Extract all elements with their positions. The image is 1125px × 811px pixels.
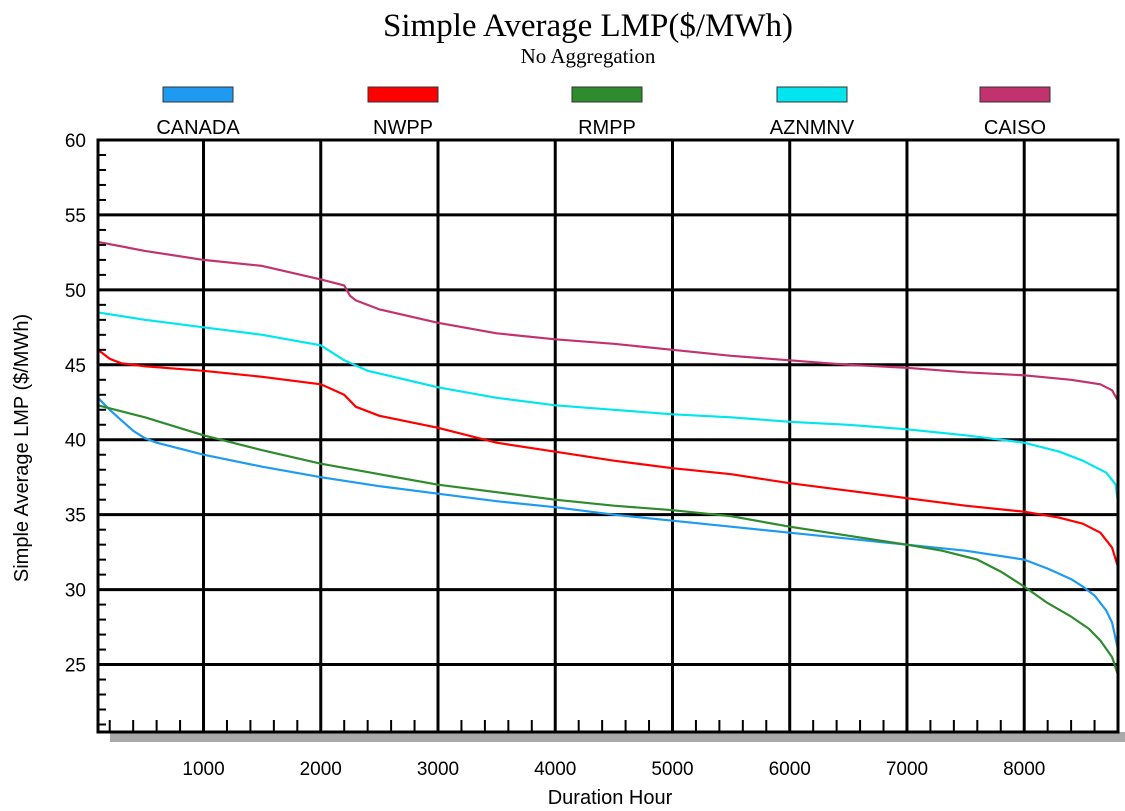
x-tick-label: 6000: [769, 759, 811, 780]
legend-label: AZNMNV: [770, 117, 855, 139]
x-tick-label: 8000: [1003, 759, 1045, 780]
legend-item-caiso: CAISO: [979, 86, 1051, 139]
series-line-caiso: [97, 240, 1119, 402]
series-line-rmpp: [97, 404, 1120, 676]
legend-label: NWPP: [373, 117, 433, 139]
x-tick-label: 7000: [886, 759, 928, 780]
series-line-aznmnv: [97, 311, 1120, 503]
x-tick-label: 4000: [534, 759, 576, 780]
plot-frame: [96, 138, 1120, 734]
x-tick-label: 2000: [300, 759, 342, 780]
legend-swatch: [571, 86, 643, 103]
legend-swatch: [162, 86, 234, 103]
x-axis-label: Duration Hour: [548, 787, 673, 809]
legend-swatch: [367, 86, 439, 103]
ticks: 25 30 35 40 45 50 55 60 1000 2000 3000 4000 5000 6000…: [65, 131, 1119, 780]
y-tick-label: 40: [65, 431, 86, 452]
y-tick-label: 50: [65, 281, 86, 302]
series-line-canada: [97, 397, 1120, 650]
y-tick-label: 45: [65, 356, 86, 377]
legend-label: CAISO: [984, 117, 1046, 139]
axes: [96, 138, 1120, 734]
legend-label: CANADA: [156, 117, 240, 139]
plot-shadow-bottom: [110, 732, 1125, 742]
legend-swatch: [776, 86, 848, 103]
y-tick-label: 55: [65, 206, 86, 227]
x-tick-label: 5000: [651, 759, 693, 780]
legend-label: RMPP: [578, 117, 636, 139]
series-layer: [97, 240, 1120, 676]
y-axis-label: Simple Average LMP ($/MWh): [11, 314, 33, 582]
y-tick-label: 30: [65, 581, 86, 602]
legend-swatch: [979, 86, 1051, 103]
legend-item-nwpp: NWPP: [367, 86, 439, 139]
legend-item-canada: CANADA: [156, 86, 240, 139]
legend: CANADA NWPP RMPP AZNMNV CAISO: [156, 86, 1051, 139]
y-tick-label: 35: [65, 506, 86, 527]
y-tick-label: 25: [65, 656, 86, 677]
x-tick-label: 1000: [182, 759, 224, 780]
chart-title: Simple Average LMP($/MWh): [383, 8, 793, 44]
grid: [98, 138, 1118, 732]
legend-item-rmpp: RMPP: [571, 86, 643, 139]
x-tick-label: 3000: [417, 759, 459, 780]
plot-shadow: [110, 732, 1125, 742]
series-line-nwpp: [97, 348, 1120, 568]
y-tick-label: 60: [65, 131, 86, 152]
chart-subtitle: No Aggregation: [521, 44, 656, 68]
legend-item-aznmnv: AZNMNV: [770, 86, 855, 139]
